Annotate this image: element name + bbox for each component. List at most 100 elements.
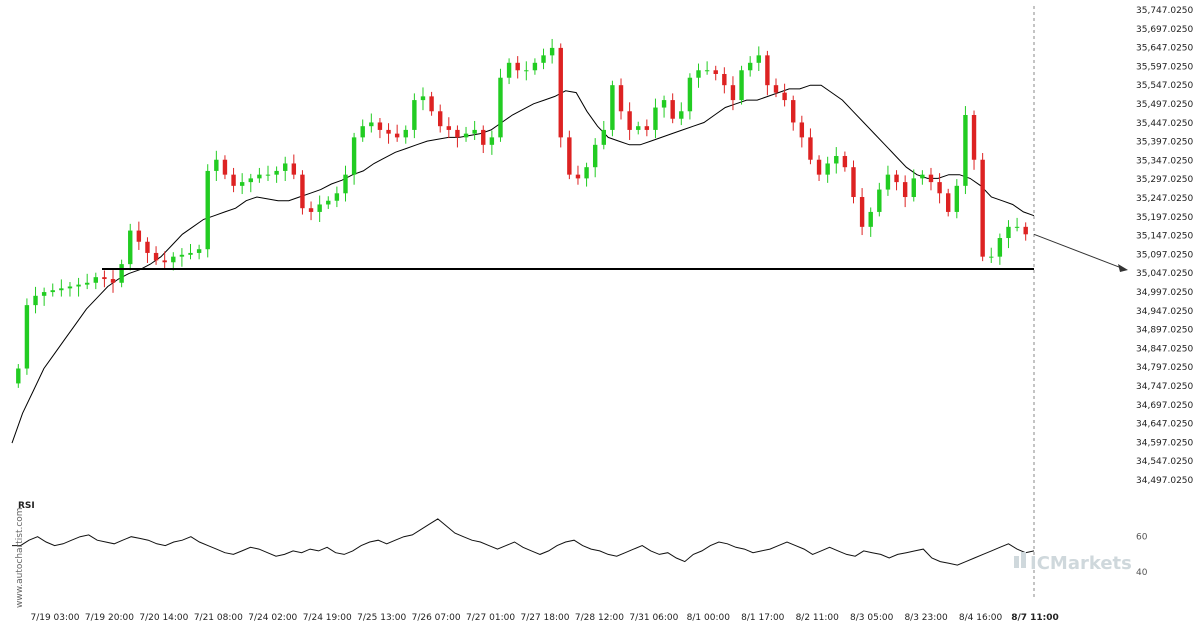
candle-body [265,174,271,176]
candle-body [196,249,202,253]
candle-body [317,204,322,212]
candle-body [334,193,340,201]
candle-body [644,126,650,130]
candle-body [300,174,305,209]
y-tick-label: 34,647.0250 [1136,420,1194,430]
x-tick-label: 8/2 11:00 [796,613,840,623]
rsi-panel: RSI 60 40 [12,501,1148,578]
candle-body [868,211,873,227]
y-tick-label: 35,447.0250 [1136,119,1194,129]
candle-body [386,129,391,134]
candle-body [584,167,589,179]
candle-body [171,256,176,263]
candle-body [747,62,753,71]
candle-body [1023,226,1028,235]
x-tick-label: 7/19 20:00 [85,613,134,623]
candle-body [231,174,236,186]
candle-body [24,305,30,369]
candle-body [463,133,469,138]
candle-body [859,197,865,227]
y-tick-label: 35,697.0250 [1136,25,1194,35]
x-tick-label: 7/27 01:00 [466,613,515,623]
candles-layer [16,38,1028,388]
x-tick-label: 7/24 02:00 [248,613,297,623]
y-tick-label: 34,897.0250 [1136,326,1194,336]
candle-body [326,200,331,205]
candle-body [980,159,985,257]
candle-body [911,178,916,198]
candle-body [1014,226,1020,228]
moving-average-line [11,84,1035,444]
candle-body [877,189,882,212]
brand-logo-text: ICMarkets [1030,553,1132,574]
rsi-level-label: 60 [1136,533,1148,543]
candle-body [971,115,977,160]
candle-body [274,170,279,175]
candle-body [851,167,856,198]
candle-body [696,70,701,78]
candle-body [136,230,142,242]
candle-body [257,174,262,179]
candle-body [661,100,667,108]
candle-body [360,126,365,138]
candle-body [601,129,606,145]
candle-body [128,230,133,265]
x-tick-label: 7/20 14:00 [139,613,188,623]
candle-body [59,288,64,291]
candle-body [110,279,116,283]
y-tick-label: 35,647.0250 [1136,44,1194,54]
x-tick-label: 8/3 23:00 [904,613,948,623]
candle-body [84,282,90,285]
x-tick-label: 7/21 08:00 [194,613,243,623]
candle-body [67,286,73,289]
candle-body [308,208,314,212]
candle-body [834,156,839,164]
y-tick-label: 34,697.0250 [1136,401,1194,411]
candle-body [618,85,624,112]
candle-body [489,137,495,145]
candle-body [214,159,219,171]
candle-body [403,129,408,138]
candle-body [902,182,908,198]
candle-body [394,133,400,138]
candle-body [782,92,787,101]
candle-body [179,254,185,257]
candle-body [1006,226,1011,239]
candle-body [722,73,727,86]
y-tick-label: 35,397.0250 [1136,138,1194,148]
candle-body [222,159,228,175]
y-tick-label: 34,947.0250 [1136,307,1194,317]
candle-body [41,292,47,296]
candle-body [773,85,779,93]
candle-body [283,163,288,171]
brand-logo: ICMarkets [1014,552,1132,574]
candle-body [713,70,718,74]
candle-body [76,284,81,287]
candle-body [653,107,658,130]
candle-body [627,111,632,130]
candle-body [446,126,452,130]
candle-body [825,163,830,175]
x-tick-label: 8/7 11:00 [1011,613,1059,623]
y-tick-label: 35,597.0250 [1136,62,1194,72]
x-tick-label: 8/4 16:00 [959,613,1003,623]
candle-body [928,174,934,183]
candle-body [558,47,563,138]
y-tick-label: 35,197.0250 [1136,213,1194,223]
candle-body [343,174,348,194]
candle-body [670,100,675,119]
candle-body [946,193,951,212]
candle-body [515,62,520,71]
y-tick-label: 34,797.0250 [1136,363,1194,373]
candle-body [93,277,98,283]
candle-body [636,126,641,130]
x-tick-label: 7/25 13:00 [357,613,406,623]
y-tick-label: 34,747.0250 [1136,382,1194,392]
y-tick-label: 35,147.0250 [1136,232,1194,242]
candle-body [989,256,994,258]
candle-body [291,163,297,175]
candle-body [102,277,107,280]
candle-body [481,129,486,145]
